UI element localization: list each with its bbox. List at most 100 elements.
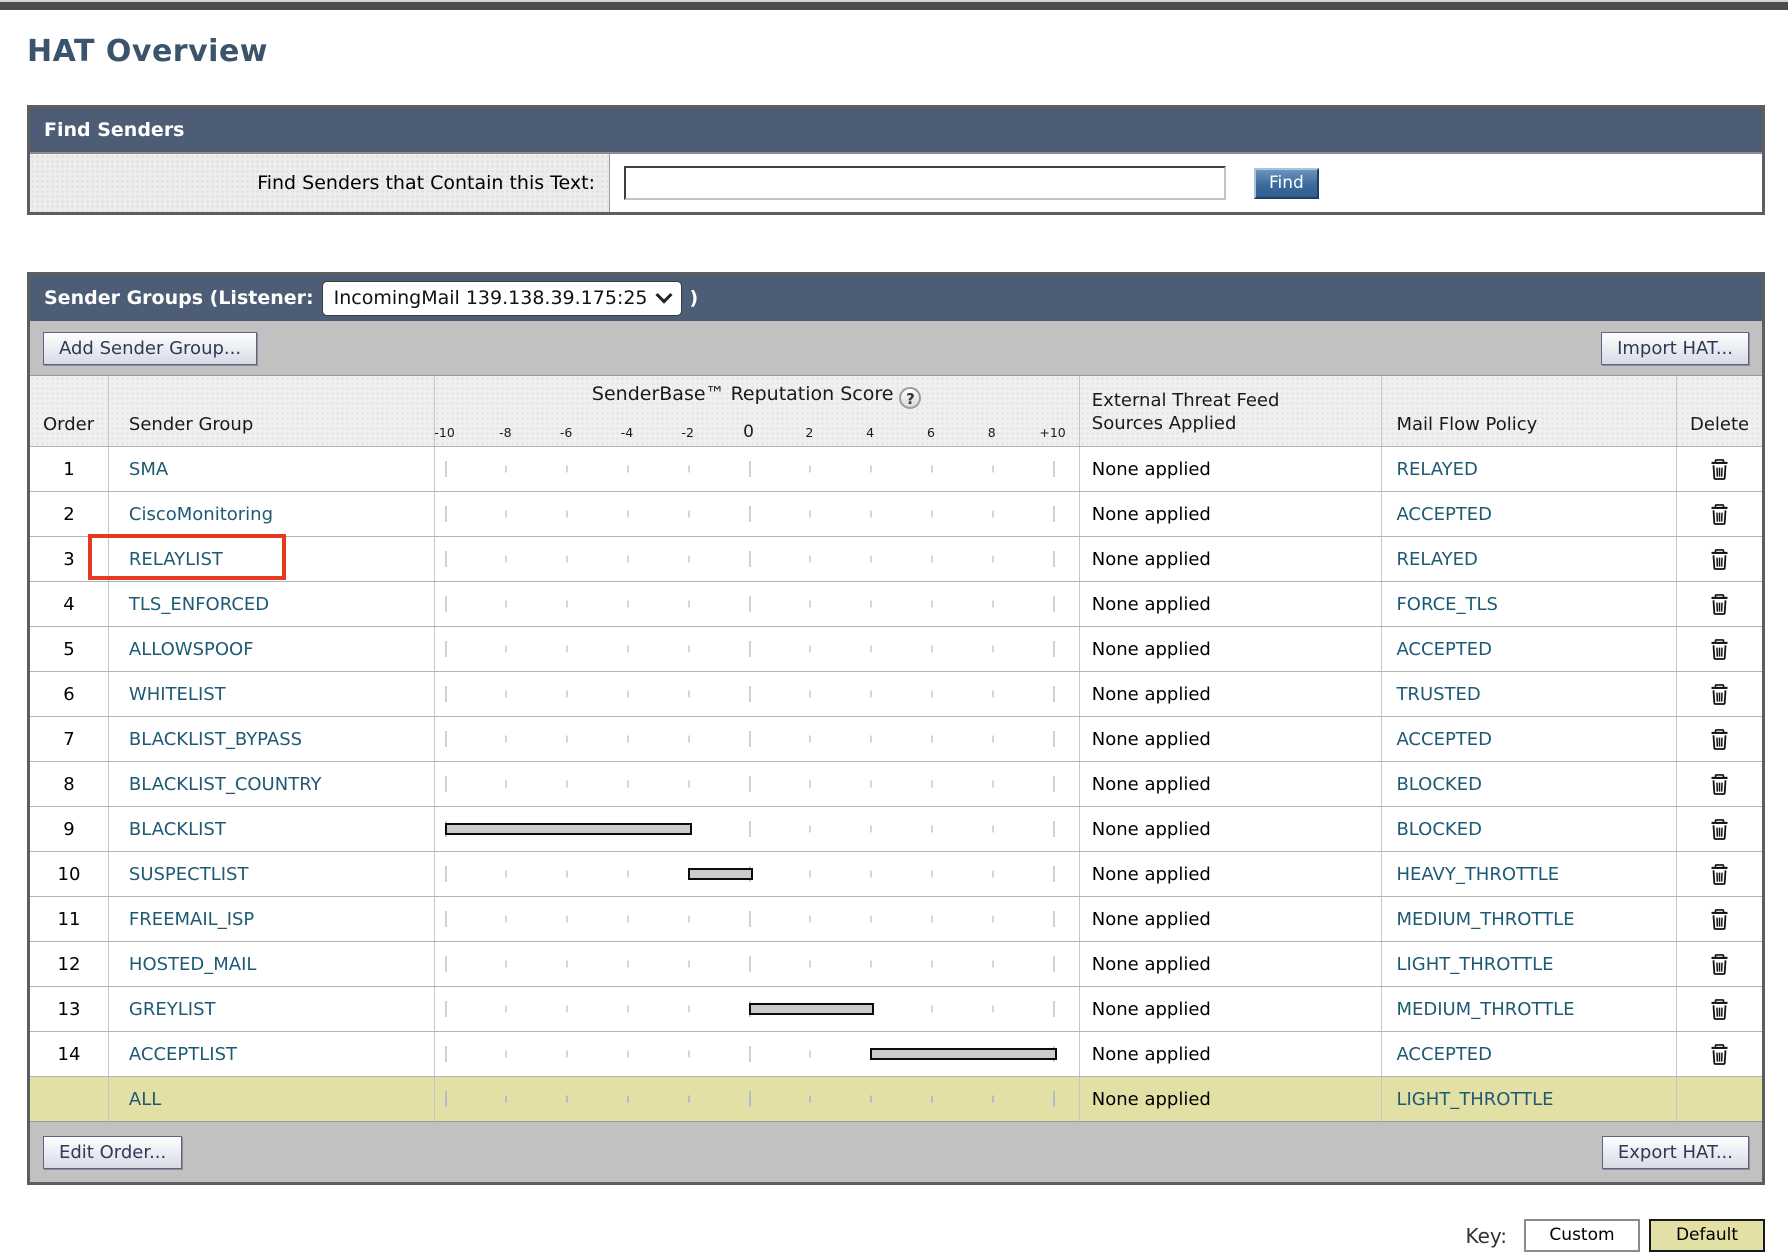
score-range-bar	[688, 868, 753, 880]
trash-icon	[1710, 639, 1729, 660]
delete-button[interactable]	[1710, 1044, 1729, 1065]
row-policy-cell: ACCEPTED	[1382, 492, 1677, 536]
row-policy-cell: TRUSTED	[1382, 672, 1677, 716]
score-tick	[688, 916, 690, 923]
delete-button[interactable]	[1710, 909, 1729, 930]
row-score-cell	[435, 582, 1080, 626]
find-senders-body: Find Senders that Contain this Text: Fin…	[30, 152, 1762, 212]
sender-group-link[interactable]: ALL	[129, 1089, 161, 1110]
delete-button[interactable]	[1710, 774, 1729, 795]
listener-select[interactable]: IncomingMail 139.138.39.175:25	[322, 281, 682, 316]
delete-button[interactable]	[1710, 594, 1729, 615]
sender-group-link[interactable]: ACCEPTLIST	[129, 1044, 237, 1065]
sender-group-link[interactable]: BLACKLIST_BYPASS	[129, 729, 302, 750]
sender-group-link[interactable]: SMA	[129, 459, 168, 480]
sender-group-link[interactable]: CiscoMonitoring	[129, 504, 273, 525]
find-senders-header: Find Senders	[30, 108, 1762, 152]
score-tick	[809, 601, 811, 608]
export-hat-button[interactable]: Export HAT...	[1602, 1136, 1749, 1169]
mail-flow-policy-link[interactable]: ACCEPTED	[1396, 504, 1492, 525]
delete-button[interactable]	[1710, 954, 1729, 975]
delete-button[interactable]	[1710, 549, 1729, 570]
row-order: 1	[30, 447, 109, 491]
sender-group-link[interactable]: ALLOWSPOOF	[129, 639, 254, 660]
mail-flow-policy-link[interactable]: BLOCKED	[1396, 819, 1482, 840]
score-tick	[566, 1051, 568, 1058]
import-hat-button[interactable]: Import HAT...	[1601, 332, 1749, 365]
delete-button[interactable]	[1710, 819, 1729, 840]
score-tick	[992, 736, 994, 743]
sender-group-link[interactable]: WHITELIST	[129, 684, 226, 705]
find-senders-input[interactable]	[624, 166, 1226, 200]
row-etf-cell: None applied	[1080, 1077, 1383, 1121]
score-tick	[1053, 596, 1055, 612]
table-header-row: Order Sender Group SenderBase™ Reputatio…	[30, 376, 1762, 446]
mail-flow-policy-link[interactable]: ACCEPTED	[1396, 639, 1492, 660]
row-etf-cell: None applied	[1080, 672, 1383, 716]
mail-flow-policy-link[interactable]: LIGHT_THROTTLE	[1396, 954, 1553, 975]
mail-flow-policy-link[interactable]: MEDIUM_THROTTLE	[1396, 999, 1574, 1020]
score-tick	[688, 511, 690, 518]
sender-groups-table: Order Sender Group SenderBase™ Reputatio…	[30, 376, 1762, 1121]
key-custom-swatch: Custom	[1524, 1219, 1640, 1252]
row-etf-cell: None applied	[1080, 492, 1383, 536]
sender-group-link[interactable]: RELAYLIST	[129, 549, 223, 570]
delete-button[interactable]	[1710, 504, 1729, 525]
score-tick	[870, 601, 872, 608]
row-delete-cell	[1677, 492, 1762, 536]
sender-group-link[interactable]: SUSPECTLIST	[129, 864, 249, 885]
score-tick	[505, 511, 507, 518]
score-title: SenderBase™ Reputation Score?	[435, 383, 1079, 409]
score-axis-tick-label: -10	[434, 425, 454, 440]
row-etf-cell: None applied	[1080, 717, 1383, 761]
sender-group-link[interactable]: BLACKLIST_COUNTRY	[129, 774, 322, 795]
score-tick	[992, 1006, 994, 1013]
sender-groups-header: Sender Groups (Listener: IncomingMail 13…	[30, 275, 1762, 321]
delete-button[interactable]	[1710, 684, 1729, 705]
sender-groups-footer: Edit Order... Export HAT...	[30, 1121, 1762, 1182]
row-delete-cell	[1677, 897, 1762, 941]
find-senders-panel: Find Senders Find Senders that Contain t…	[27, 105, 1765, 215]
delete-button[interactable]	[1710, 459, 1729, 480]
delete-button[interactable]	[1710, 639, 1729, 660]
sender-group-link[interactable]: HOSTED_MAIL	[129, 954, 257, 975]
mail-flow-policy-link[interactable]: LIGHT_THROTTLE	[1396, 1089, 1553, 1110]
row-score-cell	[435, 447, 1080, 491]
score-tick	[445, 461, 447, 477]
find-senders-label: Find Senders that Contain this Text:	[257, 172, 595, 194]
mail-flow-policy-link[interactable]: TRUSTED	[1396, 684, 1480, 705]
find-button[interactable]: Find	[1254, 168, 1319, 199]
row-order: 9	[30, 807, 109, 851]
mail-flow-policy-link[interactable]: RELAYED	[1396, 549, 1477, 570]
mail-flow-policy-link[interactable]: FORCE_TLS	[1396, 594, 1498, 615]
mail-flow-policy-link[interactable]: BLOCKED	[1396, 774, 1482, 795]
sender-group-link[interactable]: TLS_ENFORCED	[129, 594, 269, 615]
help-icon[interactable]: ?	[899, 387, 921, 409]
add-sender-group-button[interactable]: Add Sender Group...	[43, 332, 257, 365]
mail-flow-policy-link[interactable]: HEAVY_THROTTLE	[1396, 864, 1559, 885]
score-tick	[505, 916, 507, 923]
edit-order-button[interactable]: Edit Order...	[43, 1136, 182, 1169]
mail-flow-policy-link[interactable]: RELAYED	[1396, 459, 1477, 480]
score-tick	[870, 466, 872, 473]
delete-button[interactable]	[1710, 864, 1729, 885]
row-etf-cell: None applied	[1080, 897, 1383, 941]
mail-flow-policy-link[interactable]: ACCEPTED	[1396, 729, 1492, 750]
sender-group-link[interactable]: BLACKLIST	[129, 819, 226, 840]
score-tick	[809, 691, 811, 698]
table-row: 6 WHITELIST None applied TRUSTED	[30, 671, 1762, 716]
delete-button[interactable]	[1710, 729, 1729, 750]
score-axis-tick-label: -6	[560, 425, 572, 440]
score-tick	[1053, 911, 1055, 927]
sender-group-link[interactable]: GREYLIST	[129, 999, 216, 1020]
score-tick	[627, 1006, 629, 1013]
score-tick	[1053, 1001, 1055, 1017]
row-etf-cell: None applied	[1080, 852, 1383, 896]
row-sender-group-cell: BLACKLIST_COUNTRY	[109, 762, 435, 806]
mail-flow-policy-link[interactable]: MEDIUM_THROTTLE	[1396, 909, 1574, 930]
delete-button[interactable]	[1710, 999, 1729, 1020]
sender-group-link[interactable]: FREEMAIL_ISP	[129, 909, 254, 930]
score-tick	[870, 871, 872, 878]
mail-flow-policy-link[interactable]: ACCEPTED	[1396, 1044, 1492, 1065]
score-tick	[992, 646, 994, 653]
